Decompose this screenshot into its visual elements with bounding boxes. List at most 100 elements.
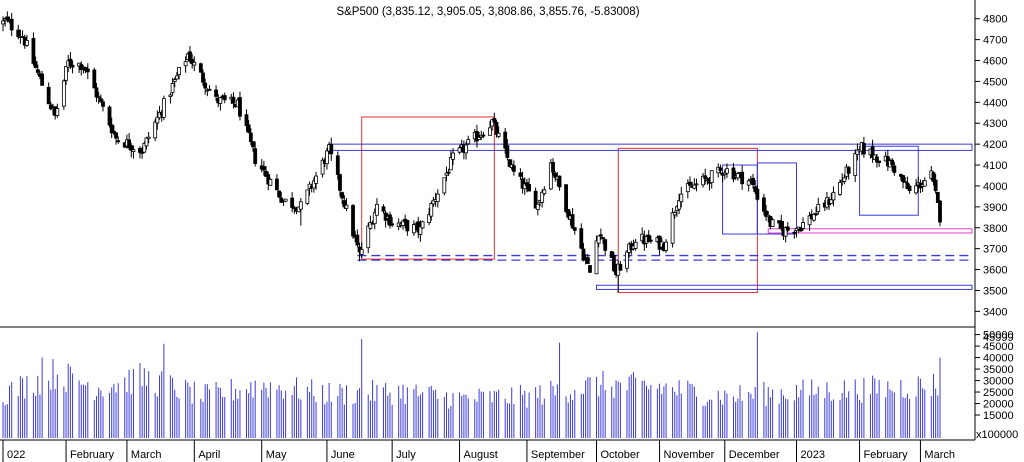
price-candles [1,11,942,293]
candle-body-up [283,198,288,202]
candle-body-up [451,152,455,160]
candle-body-down [446,171,451,174]
candle-body-down [9,18,14,31]
date-tick-label: May [266,449,287,461]
candle-body-up [709,170,714,184]
candle-body-up [496,132,501,137]
candle-body-down [798,227,803,232]
candle-body-up [477,137,482,140]
candle-body-down [481,134,486,137]
candle-body-down [611,255,616,272]
date-tick-label: November [664,449,715,461]
price-tick-label: 4800 [983,14,1007,26]
candle-body-down [85,68,90,73]
candle-body-down [785,226,790,231]
candle-body-up [401,220,405,226]
candle-body-up [807,215,812,226]
candle-body-up [268,178,273,186]
candle-body-down [751,177,755,185]
candle-body-up [855,149,860,155]
candle-body-down [648,239,653,242]
candle-body-down [222,95,227,101]
candle-body-down [764,210,768,217]
candle-body-down [251,141,255,148]
candle-body-down [33,61,38,69]
candle-body-down [846,166,851,174]
candle-body-down [533,190,538,209]
candle-body-up [672,212,677,216]
candle-body-up [298,201,303,210]
candle-body-down [492,117,497,123]
candle-body-up [594,240,599,275]
candle-body-up [435,193,440,202]
candle-body-down [814,213,818,216]
candle-body-up [488,127,492,136]
volume-tick-label: 50000 [983,330,1014,342]
candle-body-down [551,162,555,173]
candle-body-down [244,114,249,127]
candle-body-down [579,228,584,249]
candle-body-down [31,38,36,64]
price-tick-label: 4700 [983,35,1007,47]
volume-tick-label: 45000 [983,341,1014,353]
candle-body-up [816,203,821,213]
candle-body-up [914,185,918,194]
candle-body-up [540,191,545,203]
candle-body-up [155,116,160,124]
candle-body-down [762,197,766,212]
candle-body-up [770,219,775,227]
axis-ticks: 3400 3500 3600 3700 3800 3900 4000 4100 4200 4300… [2,14,1018,462]
magenta-channel [767,228,973,234]
candle-body-down [890,159,895,165]
candle-body-up [535,203,540,210]
candle-body-down [505,145,510,158]
price-tick-label: 4000 [983,181,1007,193]
candle-body-down [564,184,568,212]
volume-top-label: 45999 [983,332,1014,344]
candle-body-up [372,212,377,225]
candle-body-down [329,143,334,155]
candle-body-down [703,175,708,179]
candle-body-down [114,132,118,139]
volume-tick-label: 20000 [983,399,1014,411]
candle-body-up [596,235,601,244]
candle-body-down [618,264,623,271]
candle-body-down [248,132,253,142]
candle-body-down [938,200,942,223]
price-tick-label: 3400 [983,306,1007,318]
red-range-box [361,116,495,260]
candle-body-down [566,209,571,218]
date-tick-label: 2023 [801,449,825,461]
candle-body-down [907,185,912,191]
candle-body-down [275,178,279,191]
candle-body-up [183,61,188,67]
candle-body-up [685,183,690,193]
candle-body-down [201,72,205,83]
candle-body-down [405,220,410,232]
price-tick-label: 4500 [983,76,1007,88]
candle-body-down [601,237,605,239]
candle-body-up [375,203,379,216]
candle-body-down [109,124,114,134]
volume-tick-label: 35000 [983,364,1014,376]
candle-body-down [198,63,203,73]
candle-body-down [340,192,345,199]
price-tick-label: 3500 [983,285,1007,297]
candle-body-down [277,190,281,198]
candle-body-up [320,159,325,175]
candle-body-down [188,51,192,62]
candle-body-up [20,36,25,38]
candle-body-up [131,149,136,152]
candle-body-up [429,203,434,217]
candle-body-up [625,251,629,269]
candle-body-up [418,226,423,235]
candle-body-up [664,241,668,251]
candle-body-up [161,98,166,118]
candle-body-down [570,214,575,229]
candle-body-up [64,66,68,81]
date-tick-label: September [531,449,585,461]
date-tick-label: 022 [7,449,25,461]
candle-body-up [903,181,908,184]
candle-body-down [475,131,479,142]
candle-body-down [718,167,723,171]
